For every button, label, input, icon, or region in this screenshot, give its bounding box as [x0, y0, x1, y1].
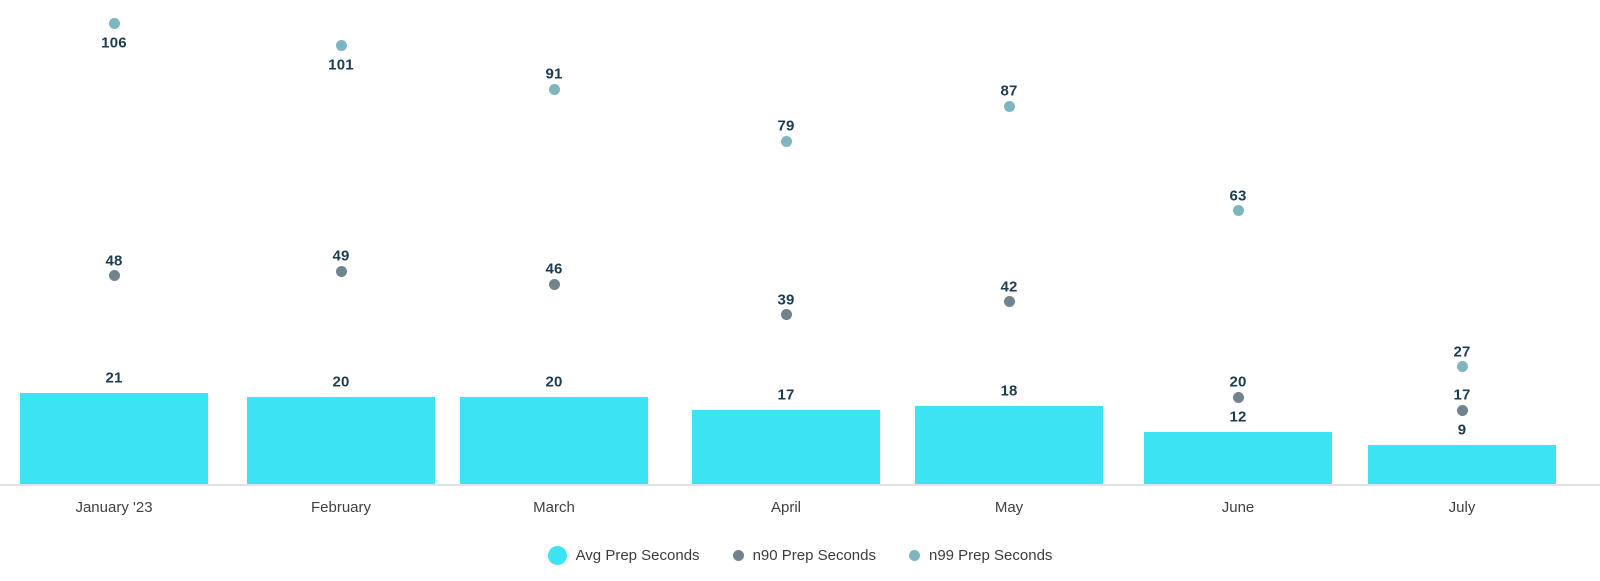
- n99-value-label: 27: [1453, 343, 1471, 361]
- n99-point[interactable]: [1003, 100, 1015, 112]
- legend-swatch-icon: [547, 545, 567, 565]
- bar-value-label: 12: [1229, 408, 1247, 426]
- n99-value-label: 101: [328, 56, 354, 74]
- n90-point[interactable]: [108, 270, 120, 282]
- avg-prep-bar[interactable]: [247, 397, 435, 484]
- n99-point[interactable]: [1456, 361, 1468, 373]
- n90-point[interactable]: [1003, 296, 1015, 308]
- avg-prep-bar[interactable]: [692, 410, 880, 484]
- avg-prep-bar[interactable]: [1144, 431, 1332, 484]
- bar-value-label: 20: [332, 373, 350, 391]
- x-axis-label: February: [310, 499, 372, 516]
- bar-value-label: 20: [545, 373, 563, 391]
- legend-swatch-icon: [732, 549, 744, 561]
- n99-point[interactable]: [1232, 205, 1244, 217]
- legend-label: n99 Prep Seconds: [928, 546, 1053, 564]
- legend-swatch-icon: [908, 549, 920, 561]
- n99-value-label: 106: [101, 34, 127, 52]
- n99-point[interactable]: [548, 83, 560, 95]
- x-axis-label: April: [770, 499, 801, 516]
- n90-value-label: 17: [1453, 386, 1471, 404]
- x-axis-label: June: [1221, 499, 1255, 516]
- bar-value-label: 17: [777, 386, 795, 404]
- n99-point[interactable]: [780, 135, 792, 147]
- avg-prep-bar[interactable]: [915, 405, 1103, 484]
- n99-point[interactable]: [108, 18, 120, 30]
- n90-point[interactable]: [1456, 404, 1468, 416]
- x-axis-label: July: [1448, 499, 1476, 516]
- n99-value-label: 63: [1229, 187, 1247, 205]
- bar-value-label: 18: [1000, 382, 1018, 400]
- n90-value-label: 48: [105, 252, 123, 270]
- bar-value-label: 9: [1457, 421, 1467, 439]
- n90-value-label: 42: [1000, 278, 1018, 296]
- n90-point[interactable]: [548, 278, 560, 290]
- avg-prep-bar[interactable]: [20, 392, 208, 484]
- avg-prep-bar[interactable]: [1368, 444, 1556, 484]
- n90-value-label: 20: [1229, 373, 1247, 391]
- n99-value-label: 91: [545, 65, 563, 83]
- legend-item-n90: n90 Prep Seconds: [732, 546, 876, 564]
- n90-point[interactable]: [335, 265, 347, 277]
- n99-point[interactable]: [335, 40, 347, 52]
- x-axis-label: January '23: [75, 499, 153, 516]
- n99-value-label: 79: [777, 117, 795, 135]
- n99-value-label: 87: [1000, 82, 1018, 100]
- x-axis-baseline: [0, 484, 1600, 486]
- x-axis-label: May: [994, 499, 1024, 516]
- n90-value-label: 39: [777, 291, 795, 309]
- legend-label: n90 Prep Seconds: [752, 546, 876, 564]
- bar-value-label: 21: [105, 369, 123, 387]
- legend: Avg Prep Seconds n90 Prep Seconds n99 Prep…: [0, 545, 1600, 565]
- legend-item-avg: Avg Prep Seconds: [547, 545, 700, 565]
- n90-point[interactable]: [1232, 391, 1244, 403]
- n90-value-label: 49: [332, 247, 350, 265]
- legend-item-n99: n99 Prep Seconds: [908, 546, 1053, 564]
- legend-label: Avg Prep Seconds: [575, 546, 700, 564]
- n90-point[interactable]: [780, 309, 792, 321]
- avg-prep-bar[interactable]: [460, 397, 648, 484]
- x-axis-label: March: [533, 499, 575, 516]
- n90-value-label: 46: [545, 260, 563, 278]
